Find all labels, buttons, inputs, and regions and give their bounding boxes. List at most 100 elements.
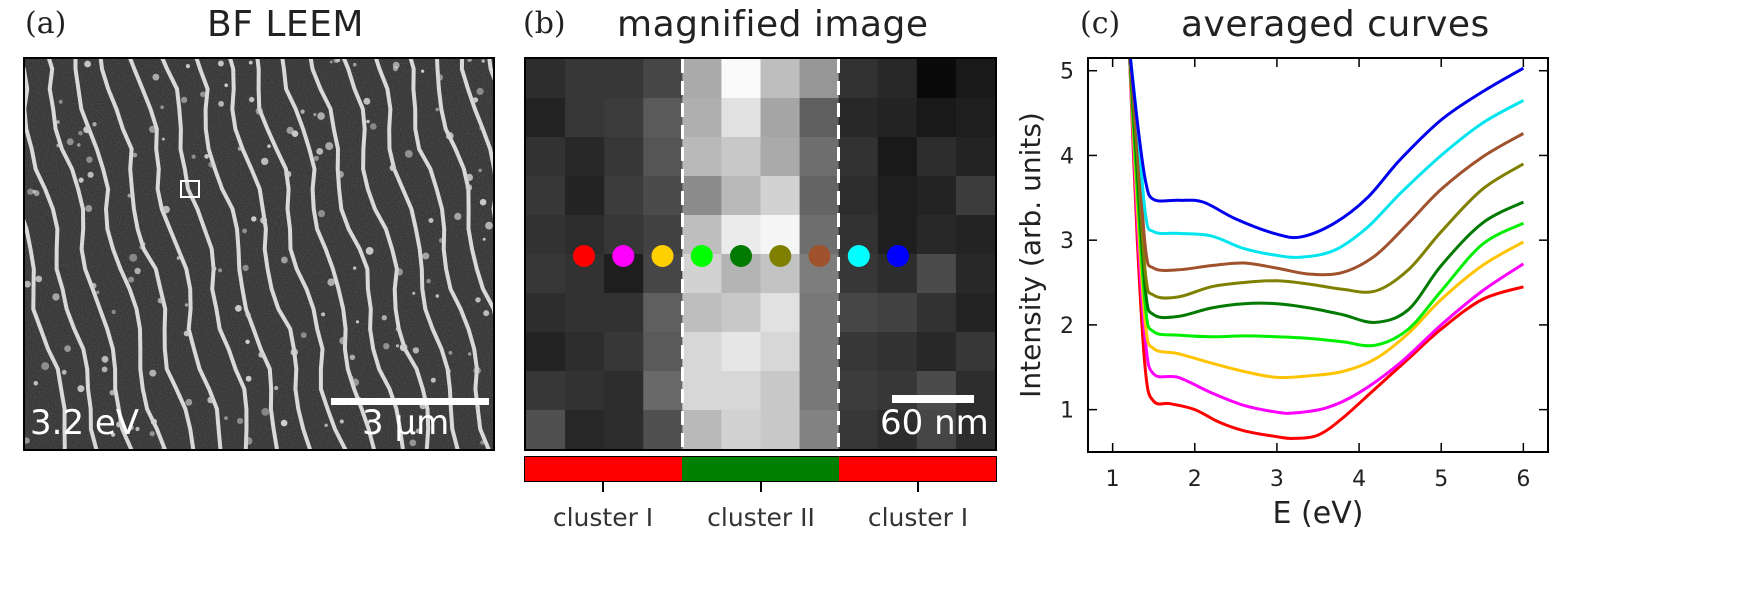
surface-island (77, 143, 81, 147)
image-pixel (604, 410, 644, 449)
cluster-bar (524, 456, 997, 482)
scalebar-a (331, 398, 489, 405)
image-pixel (760, 98, 801, 138)
surface-island (291, 130, 299, 137)
surface-island (41, 362, 50, 371)
image-pixel (838, 137, 879, 177)
surface-island (184, 303, 189, 307)
image-pixel (682, 59, 723, 99)
surface-island (454, 212, 462, 220)
surface-island (183, 330, 190, 337)
surface-island (180, 96, 188, 104)
image-pixel (799, 371, 840, 411)
surface-island (66, 138, 74, 146)
surface-island (468, 352, 472, 356)
surface-island (353, 266, 357, 270)
surface-island (235, 305, 242, 312)
image-pixel (526, 410, 566, 449)
surface-island (339, 419, 344, 424)
surface-island (245, 312, 251, 318)
image-pixel (604, 293, 644, 333)
surface-island (84, 60, 91, 68)
surface-island (313, 113, 317, 117)
surface-island (370, 123, 377, 130)
surface-island (27, 188, 34, 195)
position-marker-1 (573, 245, 595, 267)
scalebar-b-label: 60 nm (880, 403, 989, 443)
surface-island (333, 59, 339, 63)
y-tick-label: 5 (1060, 60, 1074, 85)
surface-island (479, 126, 483, 131)
atomic-step-line (459, 59, 493, 219)
image-pixel (916, 176, 957, 216)
surface-island (446, 132, 454, 140)
surface-island (339, 336, 347, 345)
leem-image (23, 57, 495, 451)
curve-4 (1128, 58, 1525, 348)
surface-island (25, 280, 31, 288)
surface-island (95, 290, 100, 295)
cluster-tick-3 (917, 482, 919, 492)
surface-island (25, 437, 30, 444)
surface-island (300, 332, 307, 339)
surface-island (447, 369, 451, 373)
surface-island (258, 351, 265, 358)
surface-island (366, 420, 370, 424)
surface-island (35, 275, 43, 283)
image-pixel (526, 176, 566, 216)
image-pixel (682, 332, 723, 372)
surface-island (127, 193, 132, 198)
surface-island (211, 266, 217, 272)
surface-island (415, 428, 421, 434)
surface-island (409, 439, 417, 447)
surface-island (244, 437, 253, 445)
image-pixel (643, 137, 683, 177)
surface-island (204, 154, 209, 159)
image-pixel (643, 176, 683, 216)
cluster-label-2: cluster II (707, 503, 815, 532)
atomic-step-line (194, 59, 279, 449)
position-marker-2 (612, 245, 635, 267)
image-pixel (916, 254, 957, 294)
image-pixel (838, 332, 879, 372)
surface-island (422, 252, 430, 260)
image-pixel (916, 332, 957, 372)
surface-island (157, 297, 164, 304)
surface-island (280, 419, 288, 427)
y-tick-label: 4 (1060, 144, 1074, 169)
magnified-pixel-grid (526, 59, 995, 449)
surface-island (261, 157, 269, 166)
image-pixel (604, 98, 644, 138)
surface-island (476, 405, 481, 410)
surface-island (251, 216, 257, 222)
surface-island (352, 62, 357, 67)
surface-island (78, 177, 84, 183)
x-tick-label: 1 (1106, 467, 1120, 492)
x-tick-label: 5 (1434, 467, 1448, 492)
surface-island (485, 221, 493, 230)
image-pixel (916, 293, 957, 333)
image-pixel (799, 176, 840, 216)
surface-island (267, 144, 271, 148)
image-pixel (955, 332, 995, 372)
surface-island (389, 164, 396, 171)
cluster-bar-segment-2 (682, 457, 839, 481)
image-pixel (604, 176, 644, 216)
surface-island (111, 309, 116, 315)
image-pixel (838, 293, 879, 333)
surface-island (78, 130, 83, 136)
surface-island (479, 198, 487, 206)
surface-island (217, 60, 224, 67)
surface-island (132, 152, 138, 158)
image-pixel (604, 59, 644, 99)
image-pixel (877, 332, 918, 372)
surface-island (448, 350, 453, 355)
image-pixel (721, 332, 762, 372)
image-pixel (565, 176, 605, 216)
surface-island (83, 126, 91, 134)
image-pixel (877, 176, 918, 216)
image-pixel (682, 176, 723, 216)
image-pixel (955, 371, 995, 411)
surface-island (327, 278, 336, 286)
image-pixel (643, 332, 683, 372)
